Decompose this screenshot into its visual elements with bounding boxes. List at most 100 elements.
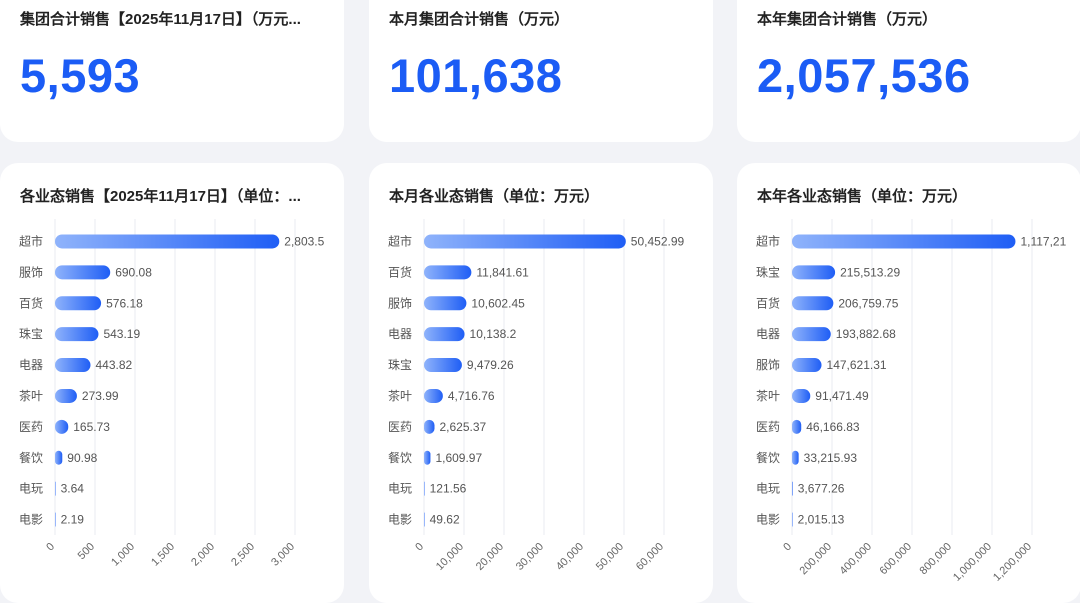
- kpi-value: 5,593: [20, 49, 141, 102]
- category-label: 电器: [388, 327, 412, 341]
- value-label: 2,015.13: [798, 513, 845, 527]
- kpi-title: 本月集团合计销售（万元）: [389, 11, 570, 28]
- category-label: 百货: [756, 295, 780, 310]
- value-label: 1,117,21: [1020, 234, 1066, 248]
- category-label: 电器: [19, 358, 43, 372]
- category-label: 百货: [19, 295, 43, 310]
- value-label: 1,609.97: [435, 451, 482, 465]
- bar: [55, 450, 63, 465]
- category-label: 电影: [19, 513, 43, 527]
- bar: [792, 388, 811, 403]
- bar: [424, 265, 472, 280]
- x-tick-label: 200,000: [798, 541, 835, 578]
- category-label: 珠宝: [756, 265, 780, 279]
- x-tick-label: 2,500: [229, 541, 257, 569]
- value-label: 4,716.76: [448, 389, 495, 403]
- x-tick-label: 0: [781, 541, 794, 554]
- bar: [792, 234, 1016, 249]
- value-label: 3.64: [61, 482, 85, 496]
- category-label: 超市: [19, 233, 43, 248]
- value-label: 193,882.68: [836, 327, 896, 341]
- category-label: 电器: [756, 327, 780, 341]
- chart-card-year: 本年各业态销售（单位：万元） 超市 1,117,21 珠宝 215,513.29 百货 2…: [737, 163, 1080, 603]
- kpi-title: 本年集团合计销售（万元）: [757, 11, 938, 28]
- category-label: 医药: [19, 420, 43, 434]
- value-label: 2,803.5: [284, 234, 324, 248]
- category-label: 超市: [388, 233, 412, 248]
- category-label: 服饰: [388, 296, 412, 310]
- value-label: 690.08: [115, 265, 152, 279]
- chart-card-month: 本月各业态销售（单位：万元） 超市 50,452.99 百货 11,841.61 服饰 1…: [369, 163, 713, 603]
- category-label: 茶叶: [388, 388, 412, 403]
- bar: [55, 296, 102, 311]
- x-tick-label: 20,000: [474, 541, 506, 573]
- category-label: 电玩: [19, 482, 43, 496]
- bar: [424, 234, 626, 249]
- bar: [424, 512, 425, 527]
- bar: [424, 296, 467, 311]
- x-tick-label: 400,000: [838, 541, 875, 578]
- bar: [424, 419, 435, 434]
- bar: [55, 358, 91, 373]
- kpi-card-year: 本年集团合计销售（万元） 2,057,536: [737, 0, 1080, 142]
- bar-chart-today: 超市 2,803.5 服饰 690.08 百货 576.18 珠宝 543.19 电器 443.8…: [19, 219, 325, 569]
- value-label: 50,452.99: [631, 234, 685, 248]
- bar: [424, 481, 425, 496]
- x-tick-label: 10,000: [434, 541, 466, 573]
- x-tick-label: 60,000: [634, 541, 666, 573]
- category-label: 电玩: [388, 482, 412, 496]
- x-tick-label: 1,200,000: [991, 541, 1034, 584]
- category-label: 餐饮: [388, 450, 412, 465]
- kpi-card-today: 集团合计销售【2025年11月17日】（万元... 5,593: [0, 0, 344, 142]
- bar: [55, 512, 56, 527]
- bar: [55, 388, 77, 403]
- bar: [792, 481, 793, 496]
- value-label: 49.62: [430, 513, 460, 527]
- bar: [792, 419, 802, 434]
- bar: [792, 265, 836, 280]
- bar: [792, 450, 799, 465]
- category-label: 超市: [756, 233, 780, 248]
- value-label: 147,621.31: [827, 358, 887, 372]
- bar: [55, 265, 111, 280]
- category-label: 茶叶: [756, 388, 780, 403]
- bar: [792, 512, 793, 527]
- bar: [55, 481, 56, 496]
- value-label: 206,759.75: [838, 296, 898, 310]
- x-tick-label: 1,000: [109, 541, 137, 569]
- bar: [55, 234, 280, 249]
- category-label: 茶叶: [19, 388, 43, 403]
- kpi-title: 集团合计销售【2025年11月17日】（万元...: [20, 11, 301, 28]
- value-label: 576.18: [106, 296, 143, 310]
- value-label: 2,625.37: [440, 420, 487, 434]
- x-tick-label: 50,000: [594, 541, 626, 573]
- category-label: 电影: [388, 513, 412, 527]
- value-label: 121.56: [430, 482, 467, 496]
- bar: [792, 327, 831, 342]
- chart-card-today: 各业态销售【2025年11月17日】（单位：... 超市 2,803.5 服饰 690…: [0, 163, 344, 603]
- bar: [424, 450, 431, 465]
- value-label: 2.19: [61, 513, 85, 527]
- bar: [55, 419, 69, 434]
- value-label: 11,841.61: [476, 265, 529, 279]
- bar: [424, 327, 465, 342]
- value-label: 9,479.26: [467, 358, 514, 372]
- category-label: 医药: [388, 420, 412, 434]
- bar-chart-year: 超市 1,117,21 珠宝 215,513.29 百货 206,759.75 电器 193,…: [756, 219, 1067, 584]
- value-label: 33,215.93: [804, 451, 858, 465]
- value-label: 46,166.83: [806, 420, 860, 434]
- bar: [792, 358, 822, 373]
- category-label: 餐饮: [19, 450, 43, 465]
- category-label: 珠宝: [388, 358, 412, 372]
- category-label: 服饰: [756, 358, 780, 372]
- kpi-value: 2,057,536: [757, 49, 971, 102]
- value-label: 90.98: [67, 451, 97, 465]
- category-label: 餐饮: [756, 450, 780, 465]
- bar: [424, 388, 443, 403]
- category-label: 电玩: [756, 482, 780, 496]
- x-tick-label: 3,000: [269, 541, 297, 569]
- value-label: 3,677.26: [798, 482, 845, 496]
- kpi-card-month: 本月集团合计销售（万元） 101,638: [369, 0, 713, 142]
- value-label: 165.73: [73, 420, 110, 434]
- value-label: 273.99: [82, 389, 119, 403]
